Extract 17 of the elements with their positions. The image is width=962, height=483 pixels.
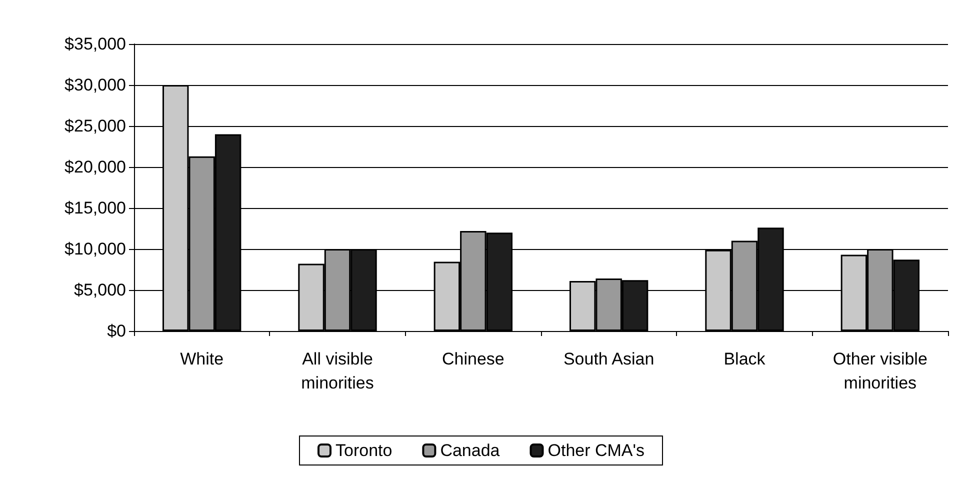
x-tick-label: Black	[724, 350, 766, 368]
legend-label: Toronto	[335, 441, 392, 460]
x-tick-label: All visible minorities	[301, 350, 374, 392]
y-tick-label: $30,000	[64, 76, 126, 94]
x-tick-label: South Asian	[563, 350, 654, 368]
y-tick-label: $35,000	[64, 34, 126, 54]
y-tick-label: $15,000	[64, 198, 126, 218]
y-tick-label: $5,000	[74, 280, 126, 300]
y-tick-label: $25,000	[64, 116, 126, 136]
y-tick-label: $20,000	[64, 158, 126, 176]
x-tick-label: Chinese	[442, 350, 504, 368]
x-tick-label: White	[180, 350, 224, 368]
y-tick-label: $10,000	[64, 240, 126, 258]
legend-label: Canada	[440, 441, 500, 460]
y-tick-label: $0	[107, 322, 126, 340]
x-tick-label: Other visible minorities	[832, 350, 928, 392]
legend-label: Other CMA's	[548, 441, 645, 460]
